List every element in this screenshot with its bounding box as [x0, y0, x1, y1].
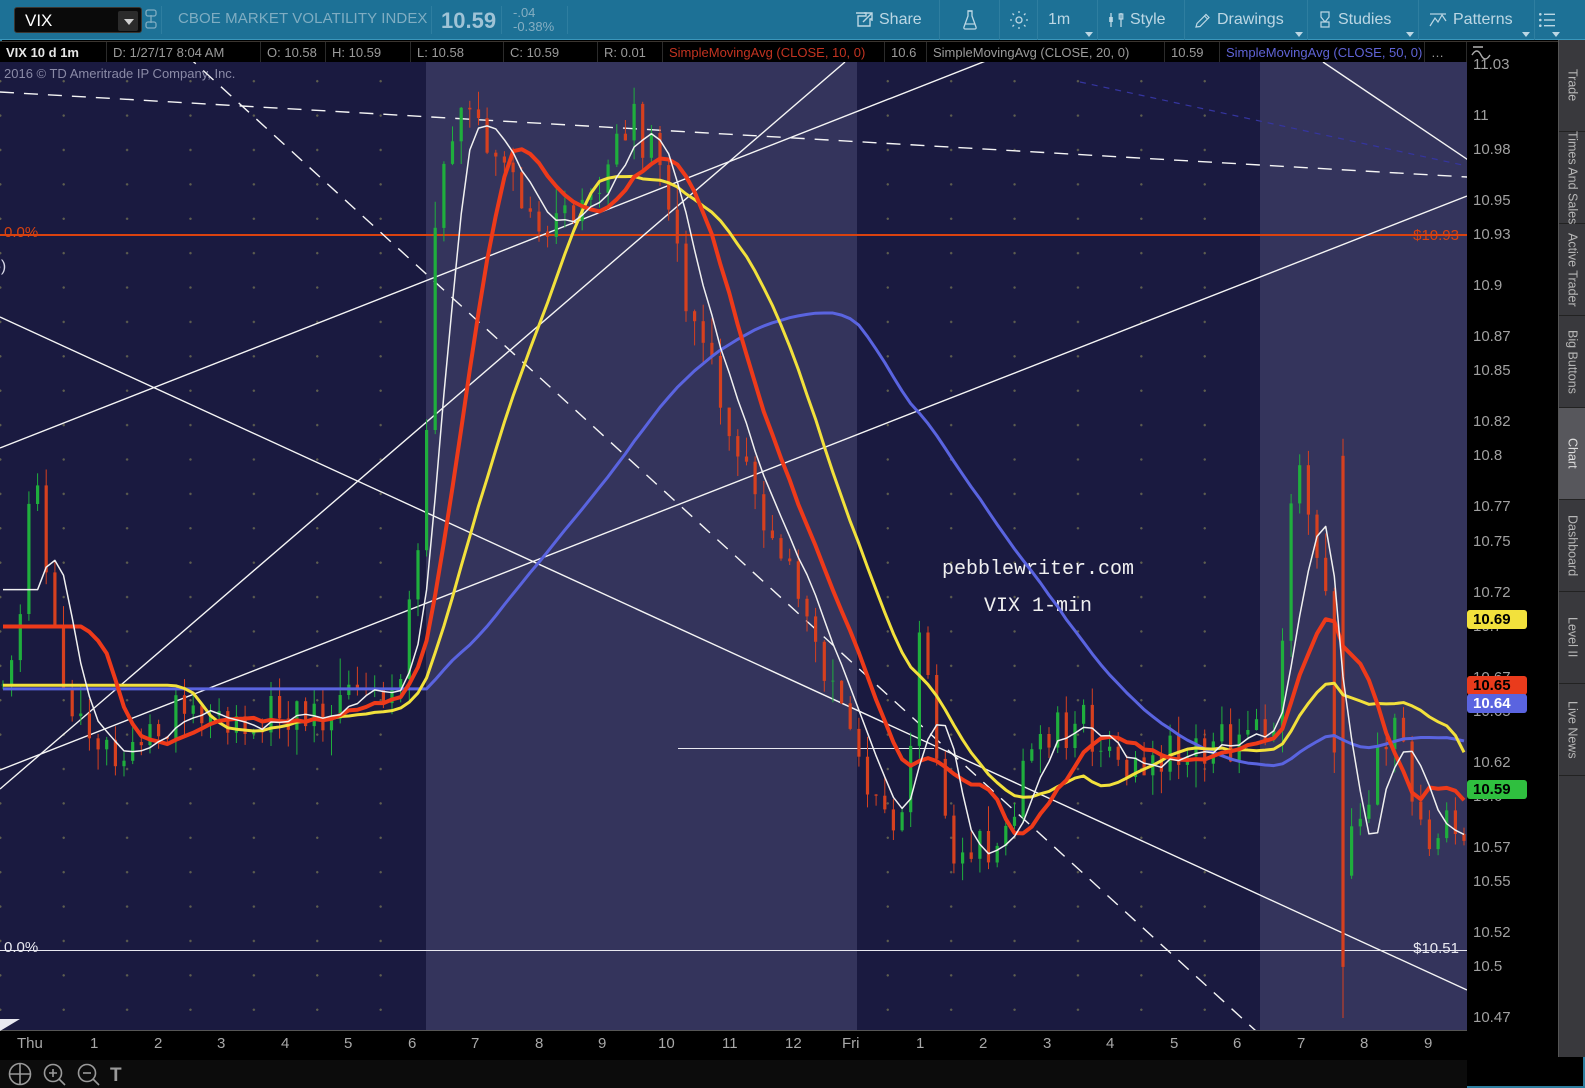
svg-text:T: T [110, 1065, 122, 1086]
